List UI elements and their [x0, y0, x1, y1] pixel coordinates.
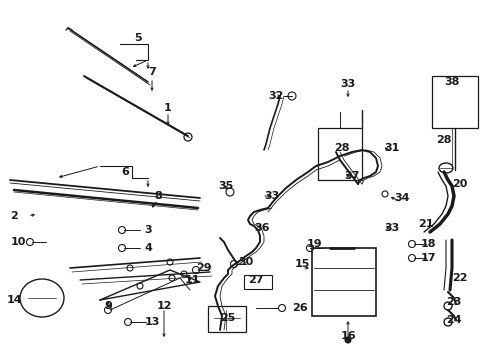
- Text: 28: 28: [334, 143, 349, 153]
- Text: 22: 22: [451, 273, 467, 283]
- Text: 11: 11: [184, 275, 199, 285]
- Text: 17: 17: [419, 253, 435, 263]
- Text: 23: 23: [446, 297, 461, 307]
- Text: 14: 14: [6, 295, 22, 305]
- Text: 38: 38: [444, 77, 459, 87]
- Text: 30: 30: [238, 257, 253, 267]
- Text: 33: 33: [384, 223, 399, 233]
- Text: 12: 12: [156, 301, 171, 311]
- Text: 6: 6: [121, 167, 129, 177]
- Text: 31: 31: [384, 143, 399, 153]
- Circle shape: [345, 337, 350, 343]
- Text: 16: 16: [340, 331, 355, 341]
- Text: 5: 5: [134, 33, 142, 43]
- Text: 29: 29: [196, 263, 211, 273]
- Text: 8: 8: [154, 191, 162, 201]
- Text: 34: 34: [393, 193, 409, 203]
- Text: 2: 2: [10, 211, 18, 221]
- Bar: [431, 76, 477, 128]
- Text: 26: 26: [292, 303, 307, 313]
- Bar: [244, 275, 271, 289]
- Text: 10: 10: [10, 237, 26, 247]
- Text: 4: 4: [144, 243, 152, 253]
- Text: 20: 20: [451, 179, 467, 189]
- Text: 19: 19: [305, 239, 321, 249]
- Text: 33: 33: [340, 79, 355, 89]
- Text: 9: 9: [104, 301, 112, 311]
- Bar: [317, 128, 361, 180]
- Text: 18: 18: [419, 239, 435, 249]
- Text: 13: 13: [144, 317, 160, 327]
- Text: 35: 35: [218, 181, 233, 191]
- Text: 15: 15: [294, 259, 309, 269]
- Text: 37: 37: [344, 171, 359, 181]
- Text: 28: 28: [435, 135, 451, 145]
- Text: 33: 33: [264, 191, 279, 201]
- Text: 1: 1: [164, 103, 171, 113]
- Bar: [207, 306, 245, 332]
- Text: 24: 24: [445, 315, 461, 325]
- Text: 21: 21: [417, 219, 433, 229]
- Text: 36: 36: [254, 223, 269, 233]
- Text: 7: 7: [148, 67, 156, 77]
- Text: 32: 32: [268, 91, 283, 101]
- Text: 25: 25: [220, 313, 235, 323]
- Text: 3: 3: [144, 225, 151, 235]
- Text: 27: 27: [248, 275, 263, 285]
